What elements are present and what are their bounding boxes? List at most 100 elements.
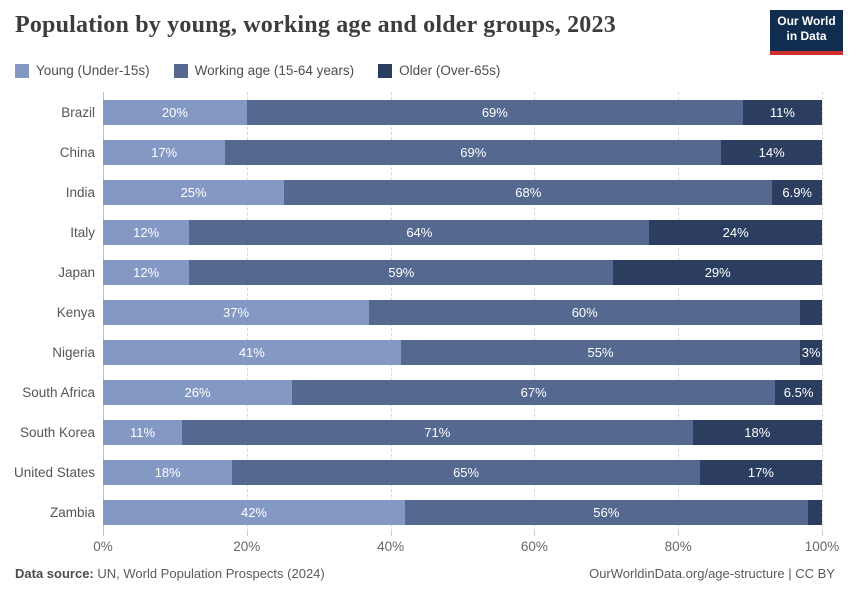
credit-link[interactable]: OurWorldinData.org/age-structure | CC BY: [589, 566, 835, 581]
country-label: Brazil: [61, 104, 95, 120]
gridline: [822, 92, 823, 532]
owid-logo-line2: in Data: [786, 29, 827, 43]
bar-track: 26% 67% 6.5%: [103, 379, 822, 405]
bar-segment-working-age[interactable]: 71%: [182, 419, 693, 445]
bar-value-label: 17%: [747, 464, 774, 480]
bar-value-label: 29%: [704, 264, 731, 280]
bar-value-label: 11%: [769, 104, 795, 120]
country-label: Italy: [70, 224, 95, 240]
bar-value-label: 69%: [481, 104, 508, 120]
axis-tick-label: 100%: [804, 539, 840, 554]
bar-segment-older[interactable]: 18%: [692, 419, 822, 445]
axis-tick: [246, 532, 248, 536]
bar-value-label: 56%: [593, 504, 620, 520]
bar-segment-young[interactable]: 41%: [103, 339, 401, 365]
owid-logo-line1: Our World: [777, 14, 836, 28]
bar-segment-young[interactable]: 26%: [103, 379, 293, 405]
table-row: United States 18% 65% 17%: [0, 452, 850, 492]
bar-value-label: 12%: [133, 264, 160, 280]
table-row: Brazil 20% 69% 11%: [0, 92, 850, 132]
table-row: Kenya 37% 60%: [0, 292, 850, 332]
country-label: Kenya: [56, 304, 95, 320]
legend-label: Working age (15-64 years): [194, 63, 355, 78]
bar-segment-older[interactable]: 14%: [721, 139, 822, 165]
table-row: Japan 12% 59% 29%: [0, 252, 850, 292]
bar-segment-young[interactable]: 17%: [103, 139, 226, 165]
bar-segment-older[interactable]: [807, 499, 822, 525]
bar-segment-older[interactable]: 24%: [649, 219, 822, 245]
bar-track: 25% 68% 6.9%: [103, 179, 822, 205]
bar-segment-working-age[interactable]: 69%: [246, 99, 743, 125]
bar-value-label: 68%: [515, 184, 542, 200]
bar-segment-young[interactable]: 20%: [103, 99, 247, 125]
bar-track: 18% 65% 17%: [103, 459, 822, 485]
bar-value-label: 18%: [154, 464, 181, 480]
bar-segment-young[interactable]: 12%: [103, 259, 190, 285]
data-source-label: Data source:: [15, 566, 94, 581]
bar-segment-working-age[interactable]: 56%: [404, 499, 808, 525]
bar-segment-older[interactable]: 29%: [613, 259, 822, 285]
axis-tick: [678, 532, 680, 536]
bar-segment-working-age[interactable]: 60%: [369, 299, 801, 325]
bar-value-label: 6.5%: [783, 384, 814, 400]
bar-segment-older[interactable]: [800, 299, 822, 325]
bar-segment-young[interactable]: 25%: [103, 179, 285, 205]
bar-segment-older[interactable]: 17%: [699, 459, 822, 485]
bar-value-label: 20%: [161, 104, 188, 120]
legend-swatch-working-age: [173, 63, 188, 78]
bar-track: 37% 60%: [103, 299, 822, 325]
country-label: United States: [13, 464, 95, 480]
bar-track: 12% 64% 24%: [103, 219, 822, 245]
bar-value-label: 55%: [587, 344, 614, 360]
bar-segment-young[interactable]: 18%: [103, 459, 233, 485]
bar-value-label: 37%: [222, 304, 250, 320]
country-label: South Korea: [19, 424, 95, 440]
table-row: South Korea 11% 71% 18%: [0, 412, 850, 452]
bar-segment-working-age[interactable]: 55%: [400, 339, 801, 365]
bar-value-label: 3%: [801, 344, 821, 360]
bar-segment-working-age[interactable]: 69%: [225, 139, 722, 165]
bar-segment-young[interactable]: 42%: [103, 499, 405, 525]
bar-segment-young[interactable]: 37%: [103, 299, 370, 325]
bar-segment-young[interactable]: 11%: [103, 419, 183, 445]
bar-value-label: 17%: [151, 144, 178, 160]
bar-segment-working-age[interactable]: 59%: [189, 259, 614, 285]
bar-segment-working-age[interactable]: 65%: [232, 459, 700, 485]
country-label: India: [65, 184, 95, 200]
table-row: South Africa 26% 67% 6.5%: [0, 372, 850, 412]
legend-item-young[interactable]: Young (Under-15s): [15, 63, 150, 78]
bar-segment-older[interactable]: 3%: [800, 339, 822, 365]
table-row: India 25% 68% 6.9%: [0, 172, 850, 212]
table-row: Zambia 42% 56%: [0, 492, 850, 532]
axis-tick: [390, 532, 392, 536]
country-label: China: [59, 144, 95, 160]
bar-segment-older[interactable]: 11%: [742, 99, 822, 125]
bar-track: 11% 71% 18%: [103, 419, 822, 445]
bar-value-label: 24%: [722, 224, 749, 240]
country-label: Nigeria: [52, 344, 95, 360]
axis-tick-label: 40%: [377, 539, 405, 554]
legend-label: Young (Under-15s): [36, 63, 150, 78]
owid-logo[interactable]: Our World in Data: [770, 10, 843, 55]
axis-tick-label: 0%: [93, 539, 113, 554]
bar-track: 42% 56%: [103, 499, 822, 525]
bar-value-label: 41%: [238, 344, 265, 360]
data-source: Data source: UN, World Population Prospe…: [15, 566, 325, 581]
bar-segment-older[interactable]: 6.9%: [772, 179, 822, 205]
bar-value-label: 42%: [240, 504, 267, 520]
bar-segment-young[interactable]: 12%: [103, 219, 190, 245]
bar-segment-older[interactable]: 6.5%: [775, 379, 822, 405]
bar-track: 20% 69% 11%: [103, 99, 822, 125]
bar-value-label: 67%: [520, 384, 547, 400]
bar-segment-working-age[interactable]: 68%: [284, 179, 773, 205]
bar-segment-working-age[interactable]: 64%: [189, 219, 650, 245]
bar-segment-working-age[interactable]: 67%: [292, 379, 776, 405]
axis-tick-label: 80%: [664, 539, 692, 554]
chart-area: Brazil 20% 69% 11% China 17% 69% 14% India 2…: [0, 92, 850, 562]
legend-item-older[interactable]: Older (Over-65s): [378, 63, 500, 78]
chart-title: Population by young, working age and old…: [15, 12, 616, 38]
legend-item-working-age[interactable]: Working age (15-64 years): [173, 63, 355, 78]
bar-track: 41% 55% 3%: [103, 339, 822, 365]
country-label: Zambia: [49, 504, 95, 520]
